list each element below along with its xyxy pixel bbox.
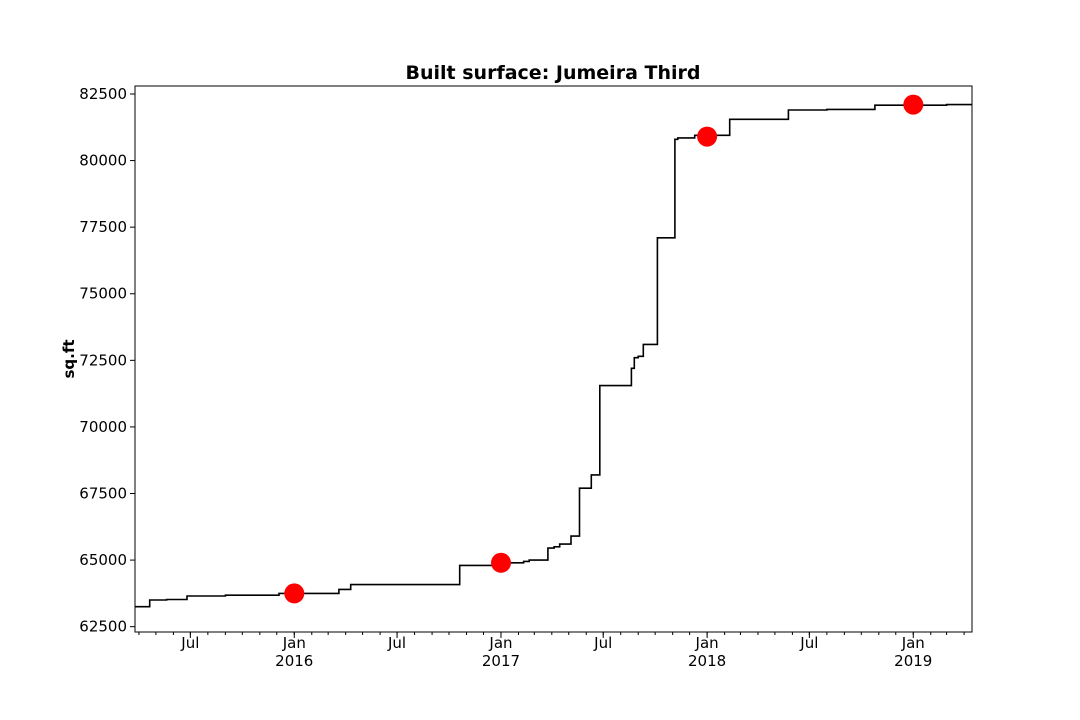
y-tick-label: 65000 [79, 551, 127, 569]
y-tick-label: 80000 [79, 152, 127, 170]
x-tick-label: Jan [695, 634, 719, 652]
series-line-0 [135, 103, 972, 608]
data-point-marker [903, 94, 924, 115]
axes-ticks: 62500 65000 67500 70000 72500 75000 77500 80000… [79, 85, 965, 670]
data-point-marker [284, 583, 305, 604]
y-tick-label: 72500 [79, 351, 127, 369]
y-tick-label: 77500 [79, 218, 127, 236]
x-tick-year-label: 2017 [482, 652, 520, 670]
y-tick-label: 82500 [79, 85, 127, 103]
x-tick-label: Jan [901, 634, 925, 652]
plot-area [135, 94, 972, 608]
x-tick-year-label: 2018 [688, 652, 726, 670]
y-axis-label: sq.ft [60, 339, 78, 378]
y-tick-label: 75000 [79, 285, 127, 303]
x-tick-year-label: 2019 [894, 652, 932, 670]
x-tick-label: Jul [387, 634, 406, 652]
x-tick-label: Jul [799, 634, 818, 652]
x-tick-label: Jan [282, 634, 306, 652]
x-tick-year-label: 2016 [275, 652, 313, 670]
data-point-marker [697, 126, 718, 147]
x-tick-label: Jan [488, 634, 512, 652]
data-point-marker [491, 552, 511, 573]
axes-frame [134, 85, 973, 633]
y-tick-label: 70000 [79, 418, 127, 436]
y-tick-label: 62500 [79, 618, 127, 636]
x-tick-label: Jul [593, 634, 612, 652]
x-tick-label: Jul [180, 634, 199, 652]
y-tick-label: 67500 [79, 485, 127, 503]
chart-title: Built surface: Jumeira Third [406, 62, 701, 84]
